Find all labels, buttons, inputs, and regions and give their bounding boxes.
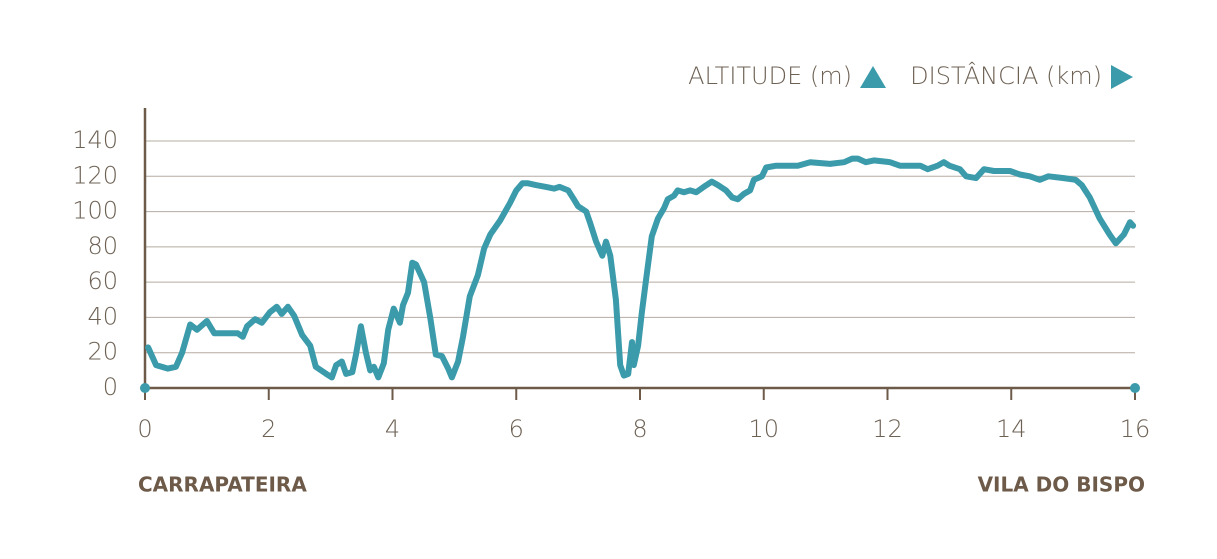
y-tick-label: 40: [87, 302, 118, 330]
altitude-line: [145, 155, 1137, 381]
x-tick-label: 8: [632, 415, 647, 443]
x-tick-label: 2: [261, 415, 276, 443]
start-dot: [140, 383, 150, 393]
y-axis-legend: ALTITUDE (m): [688, 62, 852, 90]
x-tick-label: 4: [385, 415, 400, 443]
x-tick-label: 12: [872, 415, 903, 443]
y-tick-label: 140: [72, 126, 118, 154]
y-tick-label: 0: [103, 373, 118, 401]
end-dot: [1130, 383, 1140, 393]
y-tick-label: 60: [87, 267, 118, 295]
end-label: VILA DO BISPO: [978, 473, 1145, 497]
up-triangle-icon: [860, 66, 886, 88]
right-triangle-icon: [1111, 65, 1133, 89]
x-tick-label: 6: [509, 415, 524, 443]
x-tick-label: 14: [996, 415, 1027, 443]
x-axis-legend: DISTÂNCIA (km): [910, 61, 1102, 90]
y-tick-label: 20: [87, 338, 118, 366]
x-tick-label: 16: [1120, 415, 1151, 443]
x-tick-label: 0: [137, 415, 152, 443]
y-tick-label: 100: [72, 197, 118, 225]
y-tick-label: 80: [87, 232, 118, 260]
start-label: CARRAPATEIRA: [138, 473, 307, 497]
x-tick-label: 10: [748, 415, 779, 443]
y-tick-label: 120: [72, 161, 118, 189]
